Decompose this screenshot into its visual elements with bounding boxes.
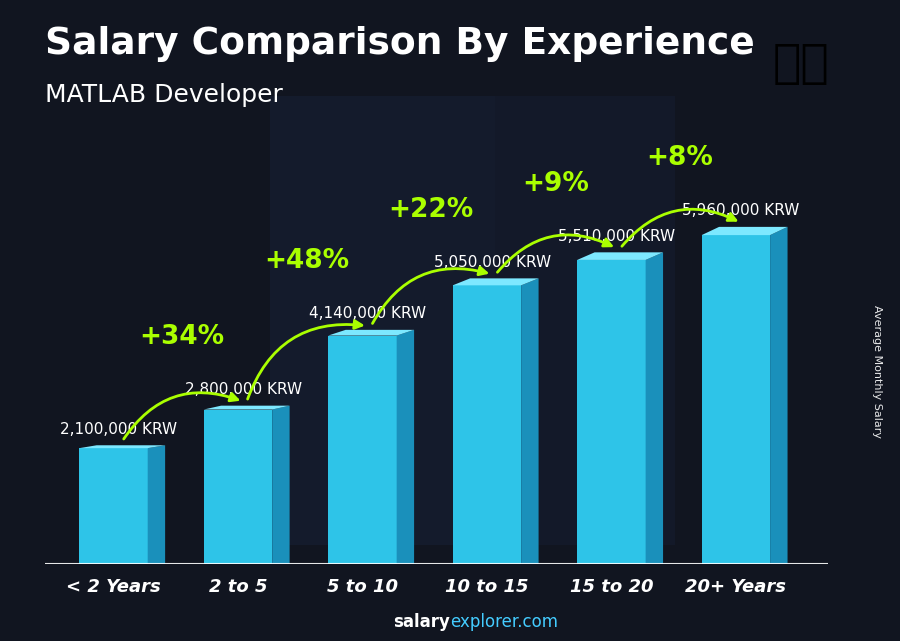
Text: MATLAB Developer: MATLAB Developer xyxy=(45,83,283,107)
Polygon shape xyxy=(702,227,788,235)
Text: 4,140,000 KRW: 4,140,000 KRW xyxy=(309,306,427,321)
Text: 5,960,000 KRW: 5,960,000 KRW xyxy=(682,203,800,218)
Text: 5,510,000 KRW: 5,510,000 KRW xyxy=(558,229,675,244)
Polygon shape xyxy=(203,406,290,410)
Polygon shape xyxy=(148,445,165,564)
Text: explorer.com: explorer.com xyxy=(450,613,558,631)
Polygon shape xyxy=(328,330,414,336)
Text: salary: salary xyxy=(393,613,450,631)
Polygon shape xyxy=(453,285,521,564)
Text: +9%: +9% xyxy=(522,171,589,197)
Polygon shape xyxy=(272,406,290,564)
Text: 🇰🇷: 🇰🇷 xyxy=(772,42,830,87)
Polygon shape xyxy=(79,448,148,564)
Text: Average Monthly Salary: Average Monthly Salary xyxy=(872,305,883,438)
Text: Salary Comparison By Experience: Salary Comparison By Experience xyxy=(45,26,755,62)
Polygon shape xyxy=(79,445,165,448)
Polygon shape xyxy=(702,235,770,564)
Text: +34%: +34% xyxy=(140,324,224,350)
Bar xyxy=(495,96,675,545)
Polygon shape xyxy=(770,227,788,564)
Text: 5,050,000 KRW: 5,050,000 KRW xyxy=(434,254,551,270)
Bar xyxy=(270,96,495,545)
Text: 2,100,000 KRW: 2,100,000 KRW xyxy=(60,422,177,437)
Polygon shape xyxy=(577,253,663,260)
Polygon shape xyxy=(203,410,272,564)
Polygon shape xyxy=(521,278,538,564)
Text: 2,800,000 KRW: 2,800,000 KRW xyxy=(184,382,302,397)
Text: +48%: +48% xyxy=(264,248,349,274)
Polygon shape xyxy=(577,260,645,564)
Polygon shape xyxy=(453,278,538,285)
Text: +8%: +8% xyxy=(646,146,714,171)
Polygon shape xyxy=(645,253,663,564)
Polygon shape xyxy=(397,330,414,564)
Polygon shape xyxy=(328,336,397,564)
Text: +22%: +22% xyxy=(388,197,473,222)
